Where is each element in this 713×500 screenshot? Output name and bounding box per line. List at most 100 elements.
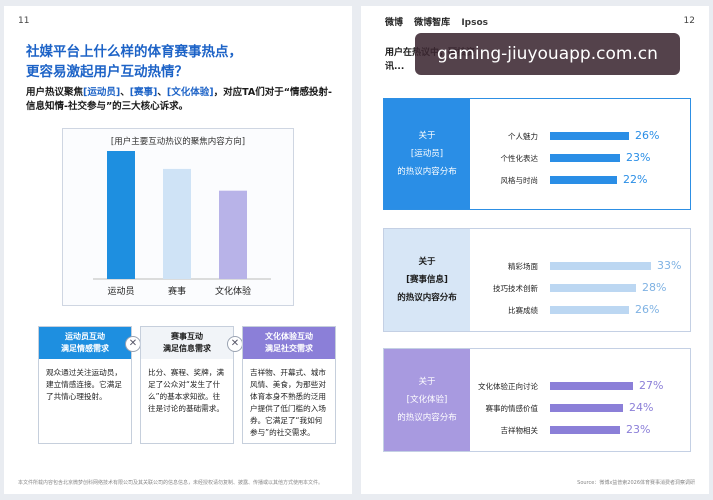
demand-cards: 运动员互动 满足情感需求 观众通过关注运动员，建立情感连接。它满足了共情心理投射…: [38, 326, 336, 444]
panel-label-line: 的热议内容分布: [397, 293, 457, 303]
card-head-line-1: 赛事互动: [171, 332, 203, 341]
bar-value: 28%: [642, 281, 667, 294]
bar-row: 吉祥物相关 23%: [384, 423, 690, 437]
bar-label: 比赛成绩: [508, 306, 538, 315]
panel-label: 关于 [运动员] 的热议内容分布: [384, 99, 470, 209]
card-body: 比分、赛程、奖牌，满足了公众对“发生了什么”的基本求知欲。往往是讨论的基础需求。: [148, 368, 224, 413]
chart-canvas: 运动员 赛事 文化体验: [93, 151, 271, 297]
culture-distribution-panel: 关于 [文化体验] 的热议内容分布 文化体验正向讨论 27% 赛事的情感价值 24% 吉祥物相…: [383, 348, 691, 452]
page-number-left: 11: [18, 16, 30, 26]
chart-category-label: 赛事: [168, 285, 186, 297]
panel-label-line: [运动员]: [410, 149, 444, 159]
panel-label-line: [赛事信息]: [406, 275, 448, 285]
card-head-line-1: 运动员互动: [65, 332, 105, 341]
right-page: 微博 微博智库 Ipsos 12 用户在热议中，硬核资讯... Source：微…: [361, 6, 709, 494]
subtitle-highlight-event: [赛事]: [129, 87, 158, 98]
bar-value: 23%: [626, 151, 651, 164]
bar-label: 文化体验正向讨论: [478, 382, 538, 391]
bar-label: 个性化表达: [500, 154, 539, 163]
card-head-line-2: 满足情感需求: [61, 344, 109, 353]
panel-label: 关于 [赛事信息] 的热议内容分布: [384, 229, 470, 331]
bar-value: 23%: [626, 423, 651, 436]
brand-logos: 微博 微博智库 Ipsos: [385, 15, 496, 28]
bar-label: 技巧技术创新: [493, 284, 538, 293]
source-note: Source：微博x益普索2026体育赛事消费者洞察调研: [577, 480, 695, 486]
bar-label: 赛事的情感价值: [485, 404, 539, 413]
card-head-line-2: 满足社交需求: [265, 344, 313, 353]
bar-fill: [550, 176, 617, 184]
chart-title: [用户主要互动热议的聚焦内容方向]: [110, 137, 246, 147]
bar-value: 33%: [657, 259, 682, 272]
event-demand-card: 赛事互动 满足信息需求 比分、赛程、奖牌，满足了公众对“发生了什么”的基本求知欲…: [140, 326, 234, 444]
card-head: 赛事互动 满足信息需求: [141, 327, 233, 359]
page-number-right: 12: [683, 16, 695, 26]
page-subtitle: 用户热议聚焦[运动员]、[赛事]、[文化体验]，对应TA们对于“情感投射-信息知…: [26, 86, 336, 114]
chart-bar: [219, 190, 247, 279]
bar-label: 个人魅力: [508, 132, 538, 141]
bar-fill: [550, 262, 651, 270]
bar-fill: [550, 404, 623, 412]
bar-row: 比赛成绩 26%: [384, 303, 690, 317]
bar-row: 个人魅力 26%: [384, 129, 690, 143]
panel-label-line: 关于: [418, 257, 436, 267]
chart-bar: [107, 151, 135, 279]
watermark-banner: gaming-jiuyouapp.com.cn: [415, 33, 680, 75]
card-head-line-2: 满足信息需求: [163, 344, 211, 353]
bar-value: 26%: [635, 129, 660, 142]
bar-fill: [550, 306, 629, 314]
cross-icon: ✕: [125, 336, 141, 352]
footnote: 本文件所载内容包含北京微梦创科网络技术有限公司及其关联公司的信息信息，未经授权请…: [18, 480, 324, 486]
bar-fill: [550, 382, 633, 390]
bar-row: 技巧技术创新 28%: [384, 281, 690, 295]
ipsos-logo: Ipsos: [461, 18, 489, 28]
card-head-line-1: 文化体验互动: [265, 332, 313, 341]
panel-label-line: 关于: [418, 377, 436, 387]
bar-value: 22%: [623, 173, 648, 186]
subtitle-highlight-athlete: [运动员]: [83, 87, 121, 98]
panel-label: 关于 [文化体验] 的热议内容分布: [384, 349, 470, 451]
title-line-1: 社媒平台上什么样的体育赛事热点，: [26, 44, 242, 60]
card-head: 文化体验互动 满足社交需求: [243, 327, 335, 359]
card-body: 观众通过关注运动员，建立情感连接。它满足了共情心理投射。: [46, 368, 122, 401]
bar-fill: [550, 132, 629, 140]
card-body: 吉祥物、开幕式、城市风情、美食，为那些对体育本身不熟悉的泛用户提供了低门槛的入场…: [250, 368, 326, 437]
bar-row: 精彩场面 33%: [384, 259, 690, 273]
bar-label: 风格与时尚: [500, 176, 539, 185]
bar-value: 27%: [639, 379, 664, 392]
bar-value: 24%: [629, 401, 654, 414]
bar-fill: [550, 426, 620, 434]
chart-category-label: 文化体验: [215, 285, 251, 297]
bar-row: 文化体验正向讨论 27%: [384, 379, 690, 393]
panel-label-line: [文化体验]: [406, 395, 448, 405]
subtitle-sep-2: 、: [157, 87, 167, 98]
title-line-2: 更容易激起用户互动热情？: [26, 64, 188, 80]
bar-value: 26%: [635, 303, 660, 316]
weibo-logo: 微博: [385, 18, 404, 28]
athlete-demand-card: 运动员互动 满足情感需求 观众通过关注运动员，建立情感连接。它满足了共情心理投射…: [38, 326, 132, 444]
bar-row: 赛事的情感价值 24%: [384, 401, 690, 415]
panel-label-line: 关于: [418, 131, 436, 141]
left-page: 11 社媒平台上什么样的体育赛事热点， 更容易激起用户互动热情？ 用户热议聚焦[…: [4, 6, 352, 494]
panel-label-line: 的热议内容分布: [397, 413, 457, 423]
chart-bar: [163, 168, 191, 279]
subtitle-post: ，对应TA们对于“情感投射-信息知情-社交参与”的三大核心诉求。: [26, 87, 332, 112]
cross-icon: ✕: [227, 336, 243, 352]
panel-label-line: 的热议内容分布: [397, 167, 457, 177]
page-title: 社媒平台上什么样的体育赛事热点， 更容易激起用户互动热情？: [26, 42, 326, 82]
subtitle-sep-1: 、: [120, 87, 130, 98]
culture-demand-card: 文化体验互动 满足社交需求 吉祥物、开幕式、城市风情、美食，为那些对体育本身不熟…: [242, 326, 336, 444]
bar-fill: [550, 154, 620, 162]
athlete-distribution-panel: 关于 [运动员] 的热议内容分布 个人魅力 26% 个性化表达 23% 风格与时尚 22%: [383, 98, 691, 210]
bar-row: 个性化表达 23%: [384, 151, 690, 165]
chart-category-label: 运动员: [107, 286, 134, 297]
bar-label: 吉祥物相关: [500, 426, 539, 435]
subtitle-highlight-culture: [文化体验]: [166, 87, 214, 98]
bar-label: 精彩场面: [508, 262, 538, 271]
focus-content-chart: [用户主要互动热议的聚焦内容方向] 运动员 赛事 文化体验: [62, 128, 294, 306]
card-head: 运动员互动 满足情感需求: [39, 327, 131, 359]
event-distribution-panel: 关于 [赛事信息] 的热议内容分布 精彩场面 33% 技巧技术创新 28% 比赛成绩 26%: [383, 228, 691, 332]
bar-fill: [550, 284, 636, 292]
bar-row: 风格与时尚 22%: [384, 173, 690, 187]
subtitle-pre: 用户热议聚焦: [26, 87, 84, 98]
weibo-think-tank-logo: 微博智库: [414, 18, 451, 28]
